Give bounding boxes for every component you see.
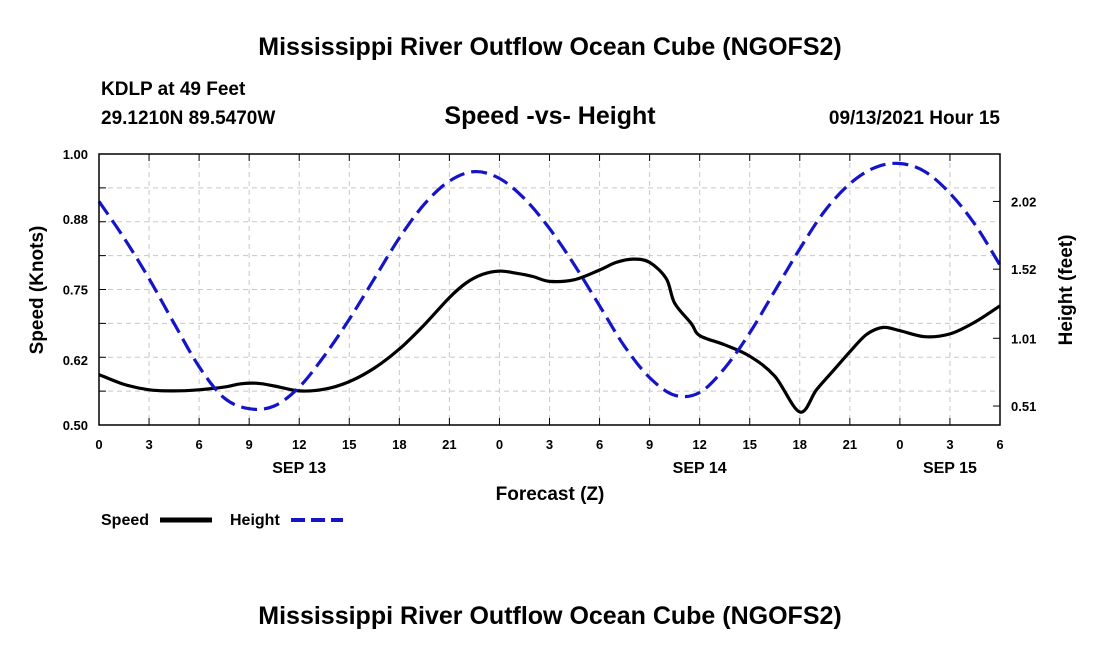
x-tick-label: 15: [342, 437, 356, 452]
series-line-speed: [98, 257, 1001, 414]
x-tick-label: 0: [896, 437, 903, 452]
y2-tick-label: 2.02: [1011, 194, 1036, 209]
x-tick-label: 18: [793, 437, 807, 452]
x-tick-label: 18: [392, 437, 406, 452]
x-tick-label: 12: [692, 437, 706, 452]
y2-axis-label: Height (feet): [1056, 235, 1077, 346]
y-tick-label: 0.88: [63, 212, 88, 227]
x-tick-label: 9: [246, 437, 253, 452]
date-label: SEP 14: [673, 460, 727, 477]
x-tick-label: 6: [596, 437, 603, 452]
chart-title: Mississippi River Outflow Ocean Cube (NG…: [258, 33, 841, 61]
timestamp: 09/13/2021 Hour 15: [829, 108, 1001, 129]
x-tick-label: 0: [95, 437, 102, 452]
x-tick-label: 6: [195, 437, 202, 452]
grid: [99, 154, 1000, 425]
y-tick-label: 1.00: [63, 147, 88, 162]
x-tick-label: 21: [442, 437, 456, 452]
x-axis-label: Forecast (Z): [496, 484, 605, 505]
legend: Speed Height: [101, 512, 343, 529]
station-coords: 29.1210N 89.5470W: [101, 108, 275, 129]
x-tick-label: 21: [843, 437, 857, 452]
y-tick-label: 0.62: [63, 353, 88, 368]
x-tick-label: 9: [646, 437, 653, 452]
y-tick-label: 0.75: [63, 283, 88, 298]
station-label: KDLP at 49 Feet: [101, 79, 246, 100]
date-label: SEP 13: [272, 460, 326, 477]
legend-height-label: Height: [230, 512, 280, 529]
legend-speed-label: Speed: [101, 512, 149, 529]
x-tick-label: 6: [996, 437, 1003, 452]
x-tick-label: 3: [946, 437, 953, 452]
y2-tick-label: 0.51: [1011, 399, 1036, 414]
x-tick-label: 0: [496, 437, 503, 452]
y2-tick-label: 1.01: [1011, 331, 1036, 346]
date-label: SEP 15: [923, 460, 977, 477]
x-tick-label: 12: [292, 437, 306, 452]
y-axis-label: Speed (Knots): [27, 226, 48, 355]
series-layer: [97, 161, 1002, 414]
y-tick-label: 0.50: [63, 418, 88, 433]
x-tick-label: 15: [742, 437, 756, 452]
x-tick-label: 3: [546, 437, 553, 452]
series-line-height: [97, 161, 1002, 412]
footer-title: Mississippi River Outflow Ocean Cube (NG…: [258, 602, 841, 630]
chart-subtitle: Speed -vs- Height: [444, 102, 656, 130]
x-tick-label: 3: [145, 437, 152, 452]
plot-frame: [98, 153, 1001, 426]
y2-tick-label: 1.52: [1011, 262, 1036, 277]
